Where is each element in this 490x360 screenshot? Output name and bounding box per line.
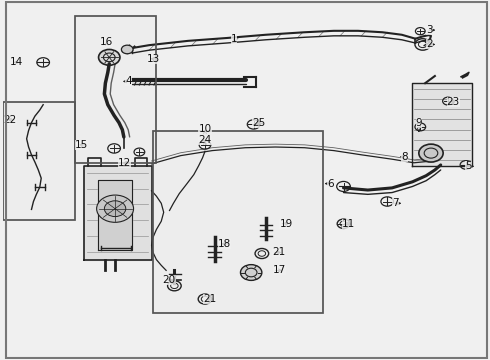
Polygon shape — [412, 83, 472, 166]
Text: 23: 23 — [446, 97, 460, 107]
Bar — [75, 16, 156, 163]
Circle shape — [419, 144, 443, 162]
Bar — [3, 102, 75, 220]
Text: 2: 2 — [426, 40, 433, 49]
Circle shape — [97, 195, 134, 222]
Circle shape — [241, 265, 262, 280]
Circle shape — [122, 45, 133, 54]
Text: 24: 24 — [198, 135, 212, 145]
Text: 6: 6 — [327, 179, 334, 189]
Text: 3: 3 — [426, 25, 433, 35]
Polygon shape — [98, 180, 132, 250]
Text: 20: 20 — [163, 275, 176, 285]
Text: 19: 19 — [279, 219, 293, 229]
Circle shape — [104, 201, 126, 217]
Text: 21: 21 — [272, 247, 285, 257]
Text: 17: 17 — [273, 265, 286, 275]
Polygon shape — [83, 166, 151, 260]
Bar — [153, 131, 323, 314]
Text: 5: 5 — [465, 161, 472, 171]
Text: 12: 12 — [118, 158, 131, 168]
Text: 13: 13 — [147, 54, 160, 64]
Text: 18: 18 — [218, 239, 231, 249]
Text: 1: 1 — [231, 34, 238, 44]
Text: 16: 16 — [100, 37, 114, 47]
Text: 11: 11 — [342, 219, 355, 229]
Text: 4: 4 — [125, 76, 132, 86]
Circle shape — [98, 49, 120, 65]
Text: 10: 10 — [198, 124, 212, 134]
Text: 9: 9 — [416, 118, 422, 128]
Text: 15: 15 — [75, 140, 88, 150]
Text: 7: 7 — [392, 198, 399, 208]
Text: 25: 25 — [252, 118, 266, 128]
Text: 8: 8 — [401, 152, 408, 162]
Bar — [3, 102, 75, 220]
Text: 14: 14 — [9, 57, 23, 67]
Text: 22: 22 — [3, 115, 17, 125]
Bar — [153, 131, 323, 314]
Bar — [75, 16, 156, 163]
Text: 21: 21 — [203, 294, 216, 304]
